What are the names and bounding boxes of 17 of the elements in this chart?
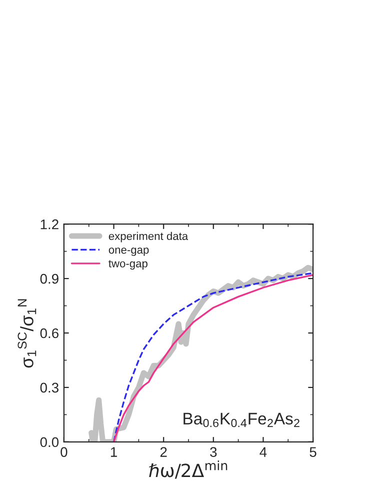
x-tick-label: 3: [210, 447, 217, 457]
x-tick-label: 0: [60, 447, 68, 457]
x-tick-label: 5: [310, 447, 316, 457]
x-tick-label: 2: [160, 447, 167, 457]
annotation: Ba$_{0.6}$K$_{0.4}$Fe$_{2}$As$_{2}$: [184, 412, 300, 428]
y-tick-label: 0.0: [40, 437, 59, 448]
x-tick-label: 1: [110, 447, 117, 457]
y-tick-label: 0.3: [40, 382, 58, 393]
x-tick-label: 4: [260, 447, 267, 457]
x-axis-title: ℏω/2Δ$^{min}$: [149, 460, 228, 479]
y-axis-title: σ$_{1}$$^{SC}$/σ$_{1}$$^{N}$: [18, 299, 36, 368]
y-tick-label: 0.9: [40, 274, 58, 284]
y-tick-label: 0.6: [40, 328, 58, 338]
legend-label: two-gap: [108, 260, 148, 270]
legend-label: experiment data: [108, 232, 188, 242]
y-tick-label: 1.2: [40, 219, 58, 230]
legend-label: one-gap: [108, 248, 149, 256]
